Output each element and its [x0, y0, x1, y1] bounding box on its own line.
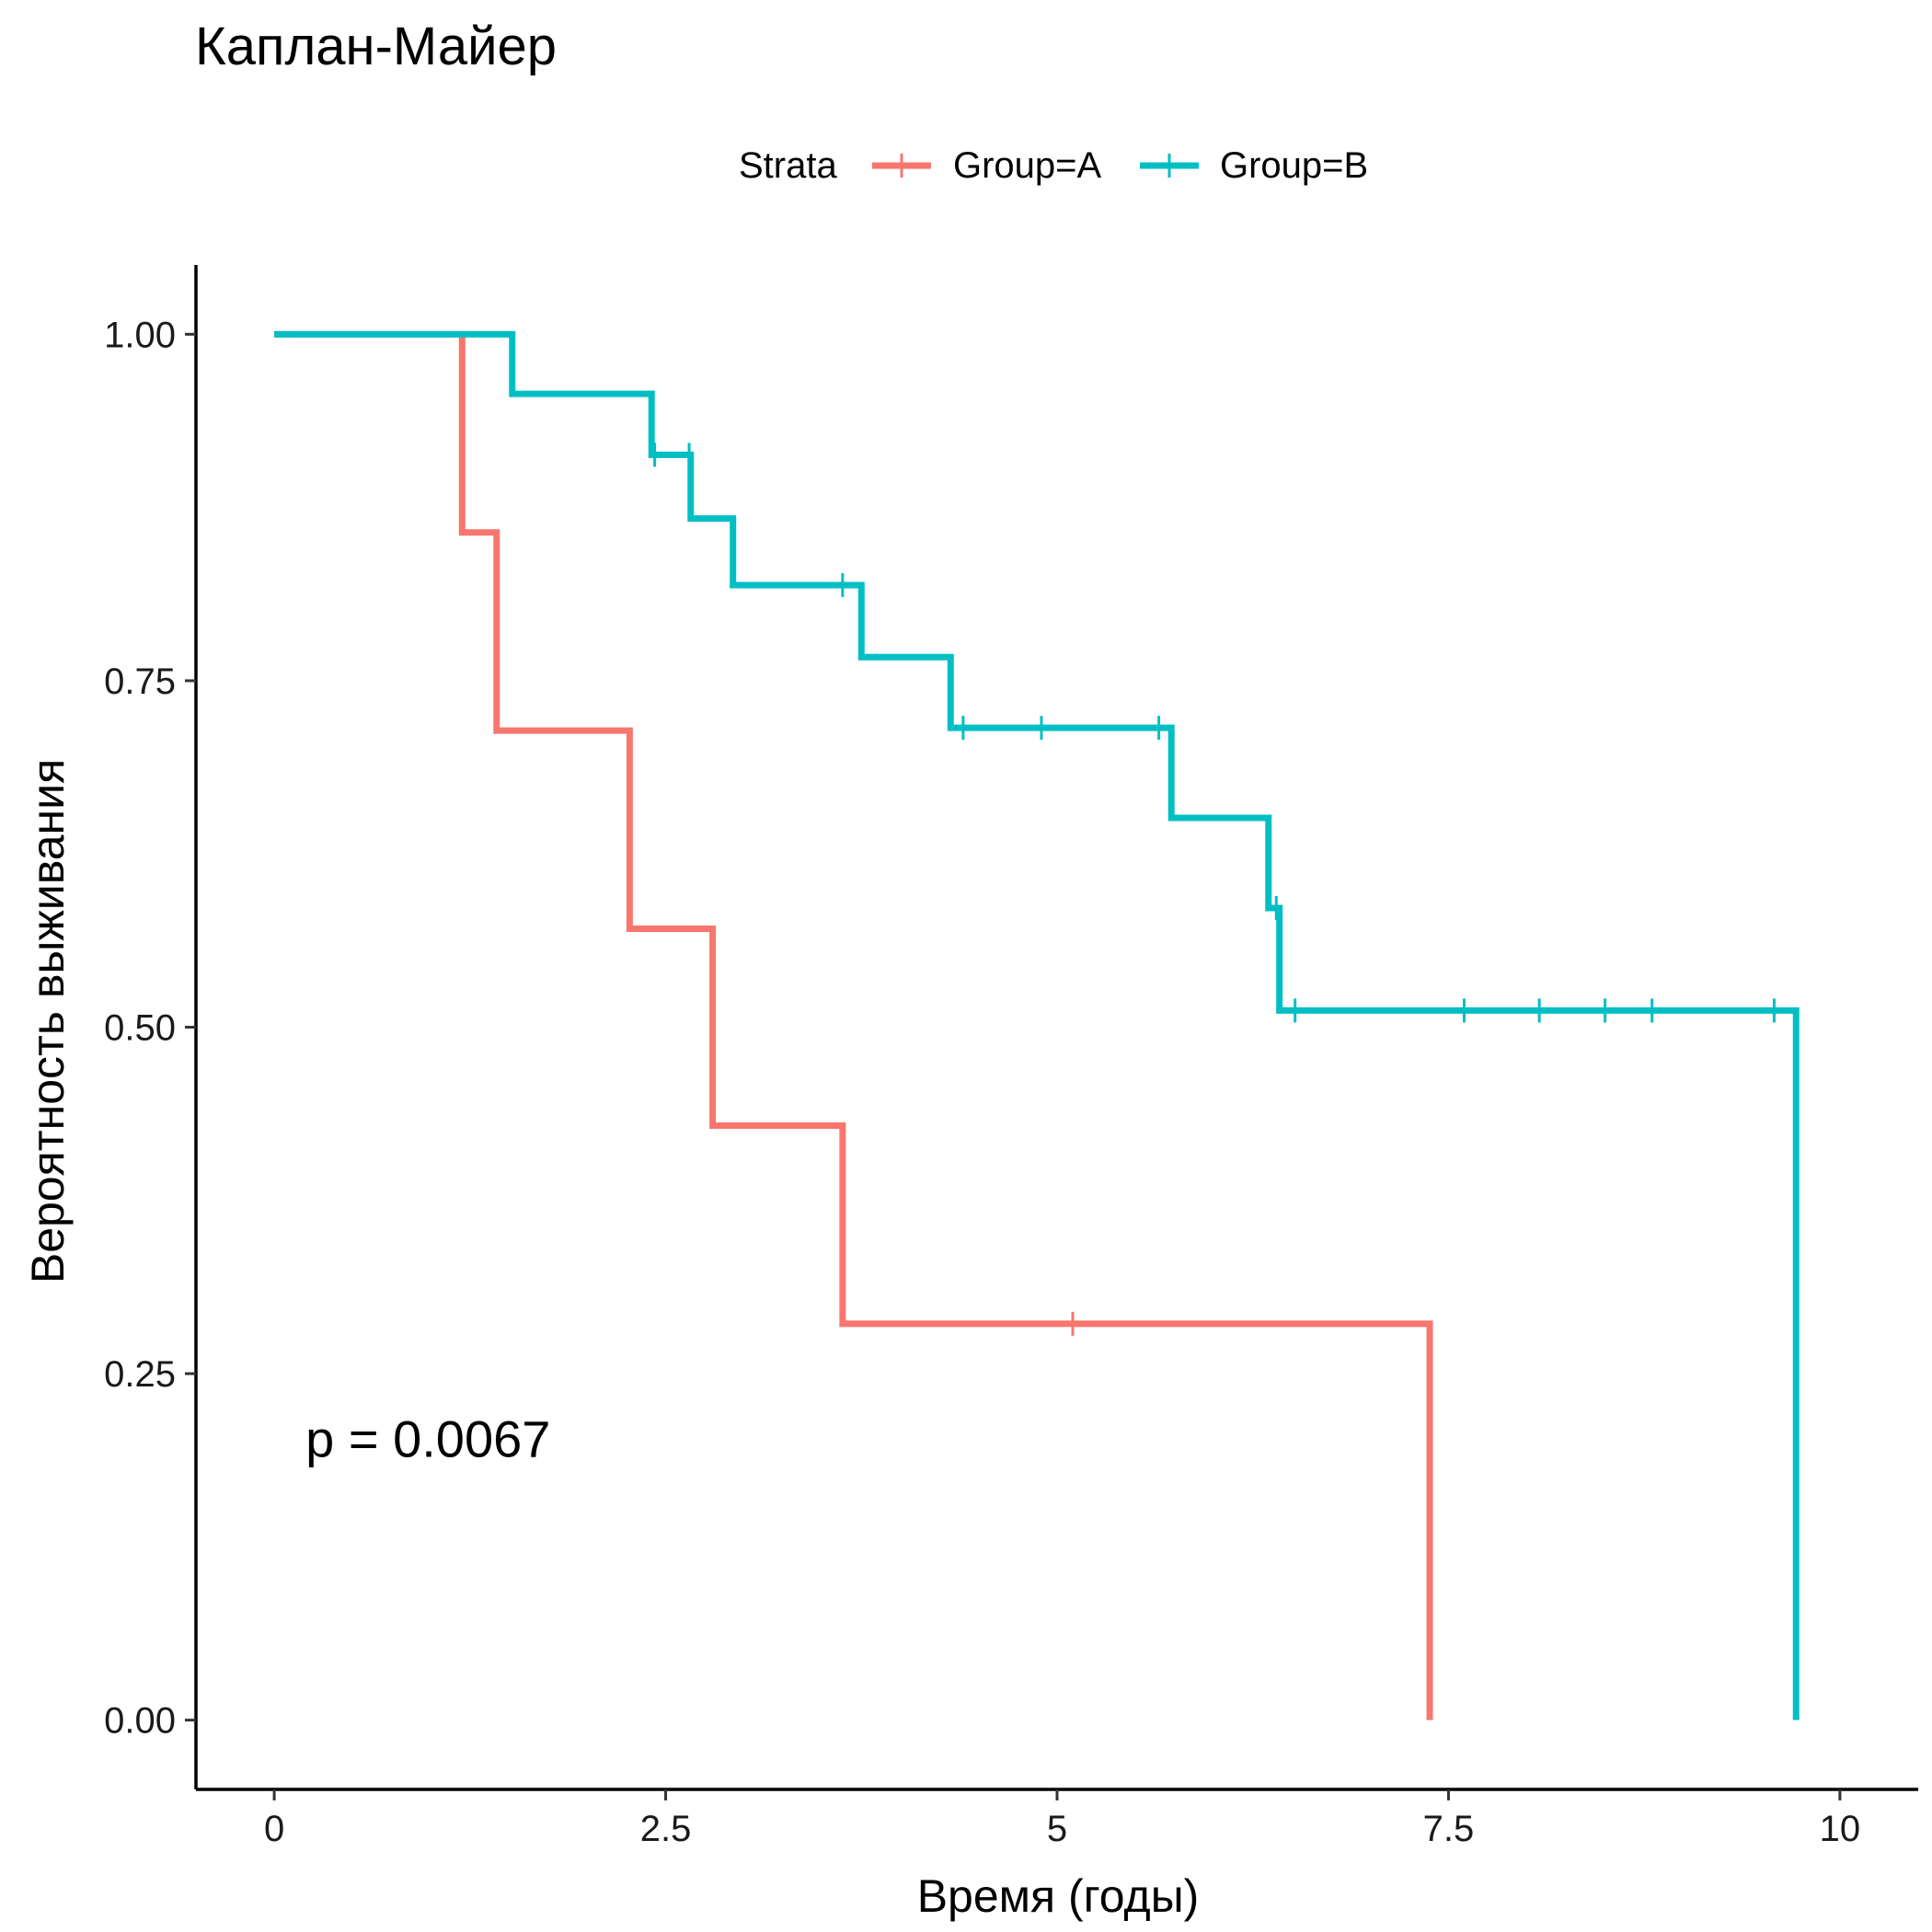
- y-tick-label: 1.00: [104, 315, 176, 355]
- legend-label-group-a: Group=A: [953, 145, 1102, 186]
- chart-title: Каплан-Майер: [195, 17, 558, 76]
- x-tick-label: 0: [264, 1809, 284, 1849]
- survival-curve-group-a: [274, 330, 1433, 1720]
- legend-title: Strata: [739, 145, 837, 186]
- y-tick-label: 0.50: [104, 1008, 176, 1049]
- legend-key-group-b: [1140, 154, 1199, 178]
- survival-curve-group-b: [274, 330, 1800, 1720]
- y-tick-label: 0.75: [104, 661, 176, 702]
- x-tick-label: 2.5: [640, 1809, 692, 1849]
- legend-key-group-a: [872, 154, 931, 178]
- x-tick-label: 5: [1047, 1809, 1067, 1849]
- x-tick-label: 10: [1820, 1809, 1861, 1849]
- annotation-layer: p = 0.0067: [305, 1409, 550, 1467]
- y-tick-label: 0.25: [104, 1354, 176, 1395]
- p-value-annotation: p = 0.0067: [305, 1409, 550, 1467]
- axes: 0.00 0.25 0.50 0.75 1.00 0 2.5 5 7.5 10: [104, 265, 1918, 1849]
- legend: Strata Group=A Group=B: [0, 138, 1932, 193]
- x-axis-label: Время (годы): [916, 1870, 1200, 1922]
- series-layer: [274, 330, 1800, 1720]
- y-tick-label: 0.00: [104, 1701, 176, 1742]
- legend-label-group-b: Group=B: [1220, 145, 1369, 186]
- x-tick-label: 7.5: [1423, 1809, 1475, 1849]
